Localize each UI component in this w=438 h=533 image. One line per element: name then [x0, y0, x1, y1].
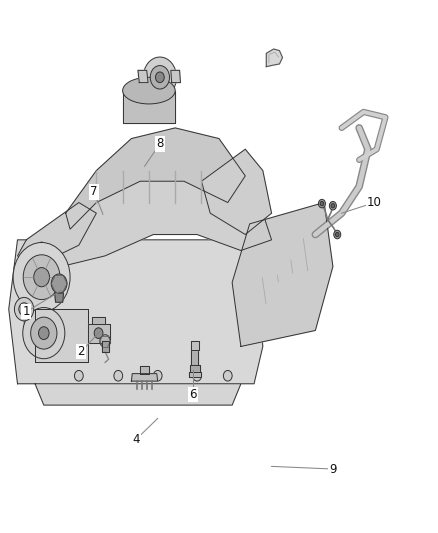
Polygon shape [171, 70, 180, 83]
Polygon shape [102, 341, 109, 352]
Ellipse shape [123, 77, 175, 104]
Polygon shape [92, 317, 105, 324]
Text: 7: 7 [90, 185, 98, 198]
Circle shape [329, 201, 336, 210]
Circle shape [23, 308, 65, 359]
Polygon shape [9, 240, 263, 384]
Polygon shape [88, 324, 110, 343]
Circle shape [14, 297, 34, 321]
Polygon shape [66, 128, 245, 229]
Polygon shape [140, 366, 149, 374]
Circle shape [318, 199, 325, 208]
Circle shape [155, 72, 164, 83]
Circle shape [94, 328, 103, 338]
Polygon shape [266, 49, 283, 67]
Polygon shape [189, 372, 201, 377]
Circle shape [51, 274, 67, 293]
Polygon shape [190, 365, 200, 372]
Polygon shape [232, 203, 333, 346]
Text: 4: 4 [132, 433, 140, 446]
Polygon shape [35, 309, 88, 362]
Text: 6: 6 [189, 388, 197, 401]
Polygon shape [18, 203, 96, 266]
Circle shape [34, 268, 49, 287]
Text: 1: 1 [22, 305, 30, 318]
Circle shape [23, 255, 60, 300]
Circle shape [334, 230, 341, 239]
Polygon shape [191, 341, 199, 350]
Circle shape [336, 232, 339, 237]
Text: 8: 8 [156, 138, 163, 150]
Circle shape [331, 204, 335, 208]
Circle shape [39, 327, 49, 340]
Polygon shape [131, 374, 158, 381]
Circle shape [19, 303, 29, 316]
Text: 2: 2 [77, 345, 85, 358]
Circle shape [320, 201, 324, 206]
Circle shape [153, 370, 162, 381]
Text: 10: 10 [367, 196, 382, 209]
Circle shape [223, 370, 232, 381]
Polygon shape [201, 149, 272, 235]
Circle shape [74, 370, 83, 381]
Circle shape [114, 370, 123, 381]
Circle shape [193, 370, 201, 381]
Text: 9: 9 [329, 463, 337, 475]
Polygon shape [123, 91, 175, 123]
Polygon shape [26, 160, 272, 266]
Circle shape [100, 335, 110, 348]
Polygon shape [55, 293, 64, 302]
Circle shape [150, 66, 170, 89]
Circle shape [143, 57, 177, 98]
Polygon shape [138, 70, 148, 83]
Polygon shape [191, 350, 198, 365]
Circle shape [31, 317, 57, 349]
Circle shape [13, 243, 70, 312]
Polygon shape [35, 384, 241, 405]
